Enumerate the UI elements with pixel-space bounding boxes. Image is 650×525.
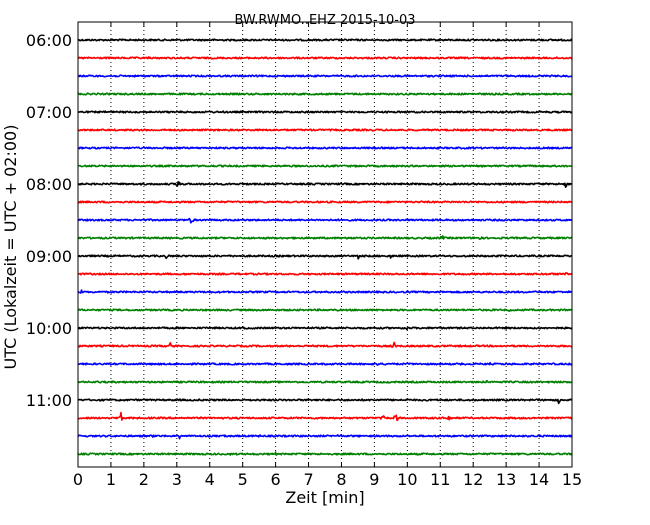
- seismogram-traces: [77, 38, 573, 456]
- x-tick-label: 12: [463, 470, 483, 489]
- x-tick-label: 10: [397, 470, 417, 489]
- x-axis-label: Zeit [min]: [285, 488, 364, 507]
- y-tick-label: 06:00: [26, 31, 72, 50]
- trace-0630: [77, 74, 573, 78]
- trace-1045: [77, 379, 573, 384]
- y-axis-label: UTC (Lokalzeit = UTC + 02:00): [1, 125, 20, 370]
- x-tick-label: 4: [205, 470, 215, 489]
- trace-0615: [77, 56, 573, 60]
- x-tick-label: 13: [496, 470, 516, 489]
- x-tick-label: 1: [106, 470, 116, 489]
- trace-0645: [77, 92, 573, 96]
- trace-1145: [77, 451, 573, 456]
- x-tick-label: 9: [369, 470, 379, 489]
- x-tick-label: 3: [172, 470, 182, 489]
- axis-ticks: 0 1 2 3 4 5 6 7 8 9 10 11 12 13 14 1506:0007:0008:0009:…: [26, 22, 582, 489]
- trace-1100: [77, 398, 573, 405]
- x-tick-label: 5: [238, 470, 248, 489]
- y-tick-label: 10:00: [26, 319, 72, 338]
- trace-1130: [77, 434, 573, 440]
- trace-0730: [77, 146, 573, 150]
- trace-1015: [77, 341, 573, 348]
- x-tick-label: 2: [139, 470, 149, 489]
- trace-1030: [77, 361, 573, 366]
- plot-frame: [77, 21, 573, 468]
- trace-0845: [77, 235, 573, 240]
- trace-0800: [77, 181, 573, 188]
- y-tick-label: 11:00: [26, 391, 72, 410]
- y-tick-label: 07:00: [26, 103, 72, 122]
- chart-title: BW.RWMO..EHZ 2015-10-03: [234, 13, 415, 28]
- trace-0945: [77, 308, 573, 312]
- trace-1000: [77, 326, 573, 331]
- trace-0600: [77, 38, 573, 42]
- x-tick-label: 15: [562, 470, 582, 489]
- trace-0900: [77, 254, 573, 260]
- trace-0715: [77, 128, 573, 132]
- trace-0830: [77, 217, 573, 224]
- trace-0915: [77, 272, 573, 276]
- x-tick-label: 6: [271, 470, 281, 489]
- x-tick-label: 7: [303, 470, 313, 489]
- y-tick-label: 09:00: [26, 247, 72, 266]
- trace-0815: [77, 200, 573, 204]
- y-tick-label: 08:00: [26, 175, 72, 194]
- x-tick-label: 11: [430, 470, 450, 489]
- trace-0700: [77, 110, 573, 114]
- trace-1115: [77, 411, 573, 422]
- x-tick-label: 0: [73, 470, 83, 489]
- trace-0930: [77, 289, 573, 294]
- x-tick-label: 8: [336, 470, 346, 489]
- trace-0745: [77, 164, 573, 168]
- x-tick-label: 14: [529, 470, 549, 489]
